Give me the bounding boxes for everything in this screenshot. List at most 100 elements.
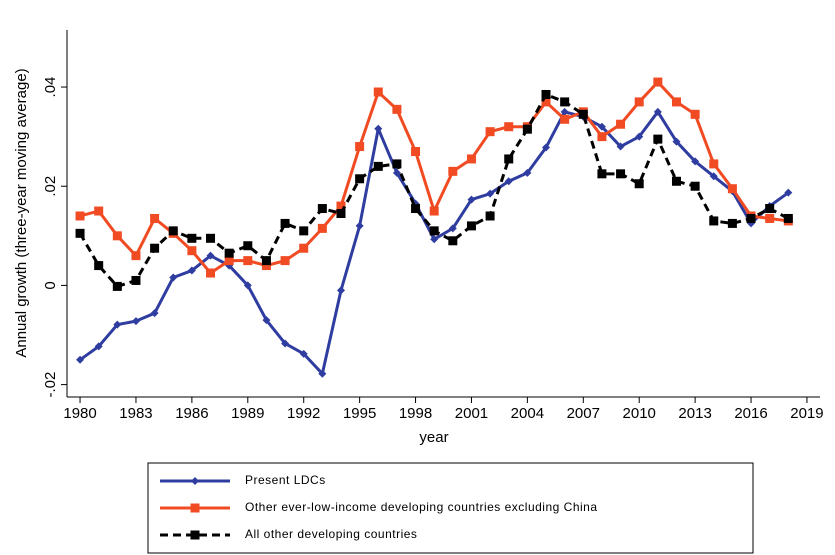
y-axis-title: Annual growth (three-year moving average… (13, 68, 30, 357)
data-point (374, 124, 383, 133)
data-point (466, 221, 476, 231)
x-tick-label: 2010 (623, 405, 656, 422)
y-tick-label: .02 (42, 176, 59, 197)
x-tick-label: 1992 (287, 405, 320, 422)
data-point (299, 243, 309, 253)
data-point (187, 233, 197, 243)
data-point (336, 201, 346, 211)
data-point (560, 97, 570, 107)
data-point (709, 159, 719, 169)
data-point (243, 241, 253, 251)
data-point (727, 184, 737, 194)
data-point (336, 286, 345, 295)
data-point (373, 87, 383, 97)
legend-marker (190, 530, 200, 540)
data-point (522, 124, 532, 134)
legend-label: Other ever-low-income developing countri… (245, 500, 598, 514)
data-point (485, 211, 495, 221)
data-point (448, 166, 458, 176)
data-point (430, 235, 439, 244)
data-point (765, 204, 775, 214)
x-tick-label: 1998 (399, 405, 432, 422)
data-point (671, 97, 681, 107)
data-point (429, 226, 439, 236)
x-axis-title: year (419, 429, 448, 446)
data-point (206, 268, 216, 278)
data-point (485, 127, 495, 137)
x-tick-label: 2019 (790, 405, 823, 422)
data-point (336, 209, 346, 218)
data-point (261, 256, 271, 266)
data-point (169, 273, 178, 282)
data-point (355, 142, 365, 152)
data-point (280, 256, 290, 266)
series-line (78, 92, 790, 288)
data-point (411, 147, 421, 157)
data-point (634, 97, 644, 107)
data-point (653, 77, 663, 87)
data-point (466, 154, 476, 164)
data-point (560, 107, 569, 116)
legend-marker (191, 477, 199, 485)
data-point (765, 213, 775, 223)
data-point (75, 211, 85, 221)
data-point (597, 169, 607, 179)
x-tick-label: 2013 (678, 405, 711, 422)
data-point (317, 223, 327, 233)
data-point (243, 256, 253, 266)
x-tick-label: 2001 (455, 405, 488, 422)
x-tick-label: 1986 (175, 405, 208, 422)
data-point (727, 218, 737, 228)
data-point (299, 226, 309, 236)
data-point (206, 233, 216, 243)
data-point (690, 181, 700, 191)
data-point (486, 189, 495, 198)
data-point (541, 97, 551, 107)
data-point (355, 221, 364, 230)
legend-label: All other developing countries (245, 527, 417, 541)
data-point (113, 320, 122, 329)
data-point (653, 134, 663, 144)
legend-label: Present LDCs (245, 473, 326, 487)
x-tick-label: 2007 (567, 405, 600, 422)
data-point (355, 174, 365, 184)
data-point (672, 137, 681, 146)
data-point (131, 317, 140, 326)
data-point (112, 281, 122, 291)
data-point (709, 216, 719, 226)
data-point (150, 213, 160, 223)
data-point (578, 109, 588, 119)
data-point (635, 132, 644, 141)
data-point (262, 316, 271, 325)
data-point (691, 157, 700, 166)
data-point (280, 218, 290, 228)
data-point (392, 168, 401, 177)
y-tick-label: -.02 (42, 372, 59, 398)
data-point (746, 213, 756, 223)
data-point (187, 266, 196, 275)
data-point (597, 132, 607, 142)
x-tick-label: 1983 (119, 405, 152, 422)
data-point (224, 248, 234, 258)
data-point (94, 206, 104, 216)
y-tick-label: 0 (42, 281, 59, 289)
data-point (784, 188, 793, 197)
data-point (597, 122, 606, 131)
data-point (112, 231, 122, 241)
data-point (131, 275, 141, 285)
x-tick-label: 1995 (343, 405, 376, 422)
data-point (317, 204, 327, 214)
data-point (467, 195, 476, 204)
data-point (224, 256, 234, 266)
data-point (281, 339, 290, 348)
data-point (94, 342, 103, 351)
data-point (542, 143, 551, 152)
data-point (76, 355, 85, 364)
data-point (150, 309, 159, 318)
data-point (616, 119, 626, 129)
data-point (299, 349, 308, 358)
data-point (94, 261, 104, 271)
data-point (261, 261, 271, 271)
data-point (75, 228, 85, 238)
data-point (131, 251, 141, 261)
